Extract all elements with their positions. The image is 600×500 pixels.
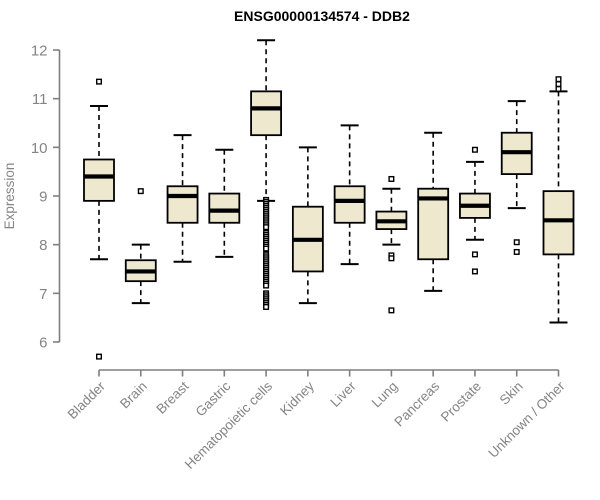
outlier-hematopoietic-cells (263, 224, 270, 231)
y-tick-label: 9 (39, 189, 47, 206)
x-tick-label: Brain (117, 379, 150, 412)
box-bladder (83, 158, 115, 202)
box-liver (333, 185, 366, 224)
outlier-lung (388, 307, 395, 314)
outlier-unknown-other (555, 81, 562, 88)
x-tick-label: Breast (153, 378, 191, 416)
x-tick-label: Kidney (277, 378, 317, 418)
outlier-skin (513, 248, 520, 255)
outlier-bladder (95, 353, 102, 360)
x-tick-label: Pancreas (391, 378, 442, 429)
outlier-lung (388, 175, 395, 182)
x-tick-label: Prostate (438, 379, 484, 425)
outlier-hematopoietic-cells (263, 303, 270, 310)
outlier-prostate (471, 268, 478, 275)
outlier-hematopoietic-cells (263, 282, 270, 289)
y-tick-label: 7 (39, 286, 47, 303)
x-tick-label: Bladder (65, 378, 109, 422)
y-axis-label: Expression (2, 163, 17, 230)
outlier-brain (137, 188, 144, 195)
y-tick-label: 6 (39, 335, 47, 352)
box-unknown-other (542, 190, 575, 256)
x-tick-label: Unknown / Other (485, 378, 568, 461)
y-tick-label: 10 (31, 140, 48, 157)
box-gastric (208, 192, 241, 224)
chart-title: ENSG00000134574 - DDB2 (234, 8, 410, 24)
outlier-hematopoietic-cells (263, 245, 270, 252)
y-tick-label: 8 (39, 237, 47, 254)
x-tick-label: Gastric (193, 378, 234, 419)
outlier-unknown-other (555, 85, 562, 92)
box-breast (166, 185, 199, 224)
box-hematopoietic-cells (250, 90, 282, 137)
y-tick-label: 11 (32, 91, 48, 108)
outlier-prostate (471, 146, 478, 153)
outlier-skin (513, 239, 520, 246)
outlier-unknown-other (555, 76, 562, 83)
outlier-prostate (471, 251, 478, 258)
x-tick-label: Liver (327, 378, 359, 410)
outlier-lung (388, 255, 395, 262)
x-tick-label: Lung (369, 379, 401, 411)
x-tick-label: Skin (497, 379, 526, 408)
y-tick-label: 12 (31, 43, 48, 60)
outlier-bladder (95, 78, 102, 85)
